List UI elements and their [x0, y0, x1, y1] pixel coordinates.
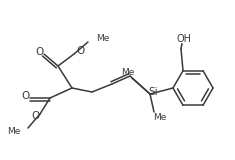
Text: Me: Me — [96, 33, 109, 43]
Text: OH: OH — [176, 34, 192, 44]
Text: Me: Me — [153, 112, 167, 121]
Text: O: O — [21, 91, 29, 101]
Text: O: O — [31, 111, 39, 121]
Text: Me: Me — [121, 68, 135, 76]
Text: Me: Me — [7, 128, 20, 136]
Text: Si: Si — [148, 87, 158, 97]
Text: O: O — [76, 46, 84, 56]
Text: O: O — [35, 47, 43, 57]
